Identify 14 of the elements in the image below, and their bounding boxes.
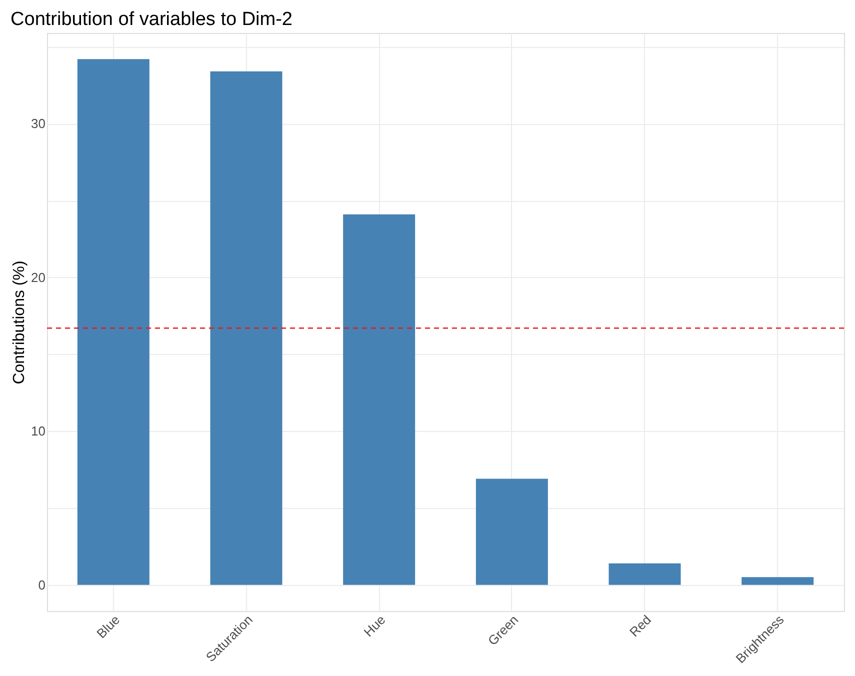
bar: [77, 59, 150, 585]
y-axis-title: Contributions (%): [11, 260, 28, 384]
y-tick-label: 30: [31, 116, 46, 132]
y-tick-label: 20: [31, 270, 46, 285]
bar: [476, 478, 548, 585]
bar: [210, 71, 282, 585]
y-tick-label: 0: [38, 577, 46, 592]
x-tick-label: Blue: [94, 612, 123, 642]
bar: [742, 577, 814, 585]
chart-title: Contribution of variables to Dim-2: [10, 9, 293, 30]
bar: [343, 214, 416, 585]
x-tick-label: Hue: [360, 612, 388, 640]
y-tick-label: 10: [31, 424, 46, 439]
bar: [608, 563, 681, 585]
